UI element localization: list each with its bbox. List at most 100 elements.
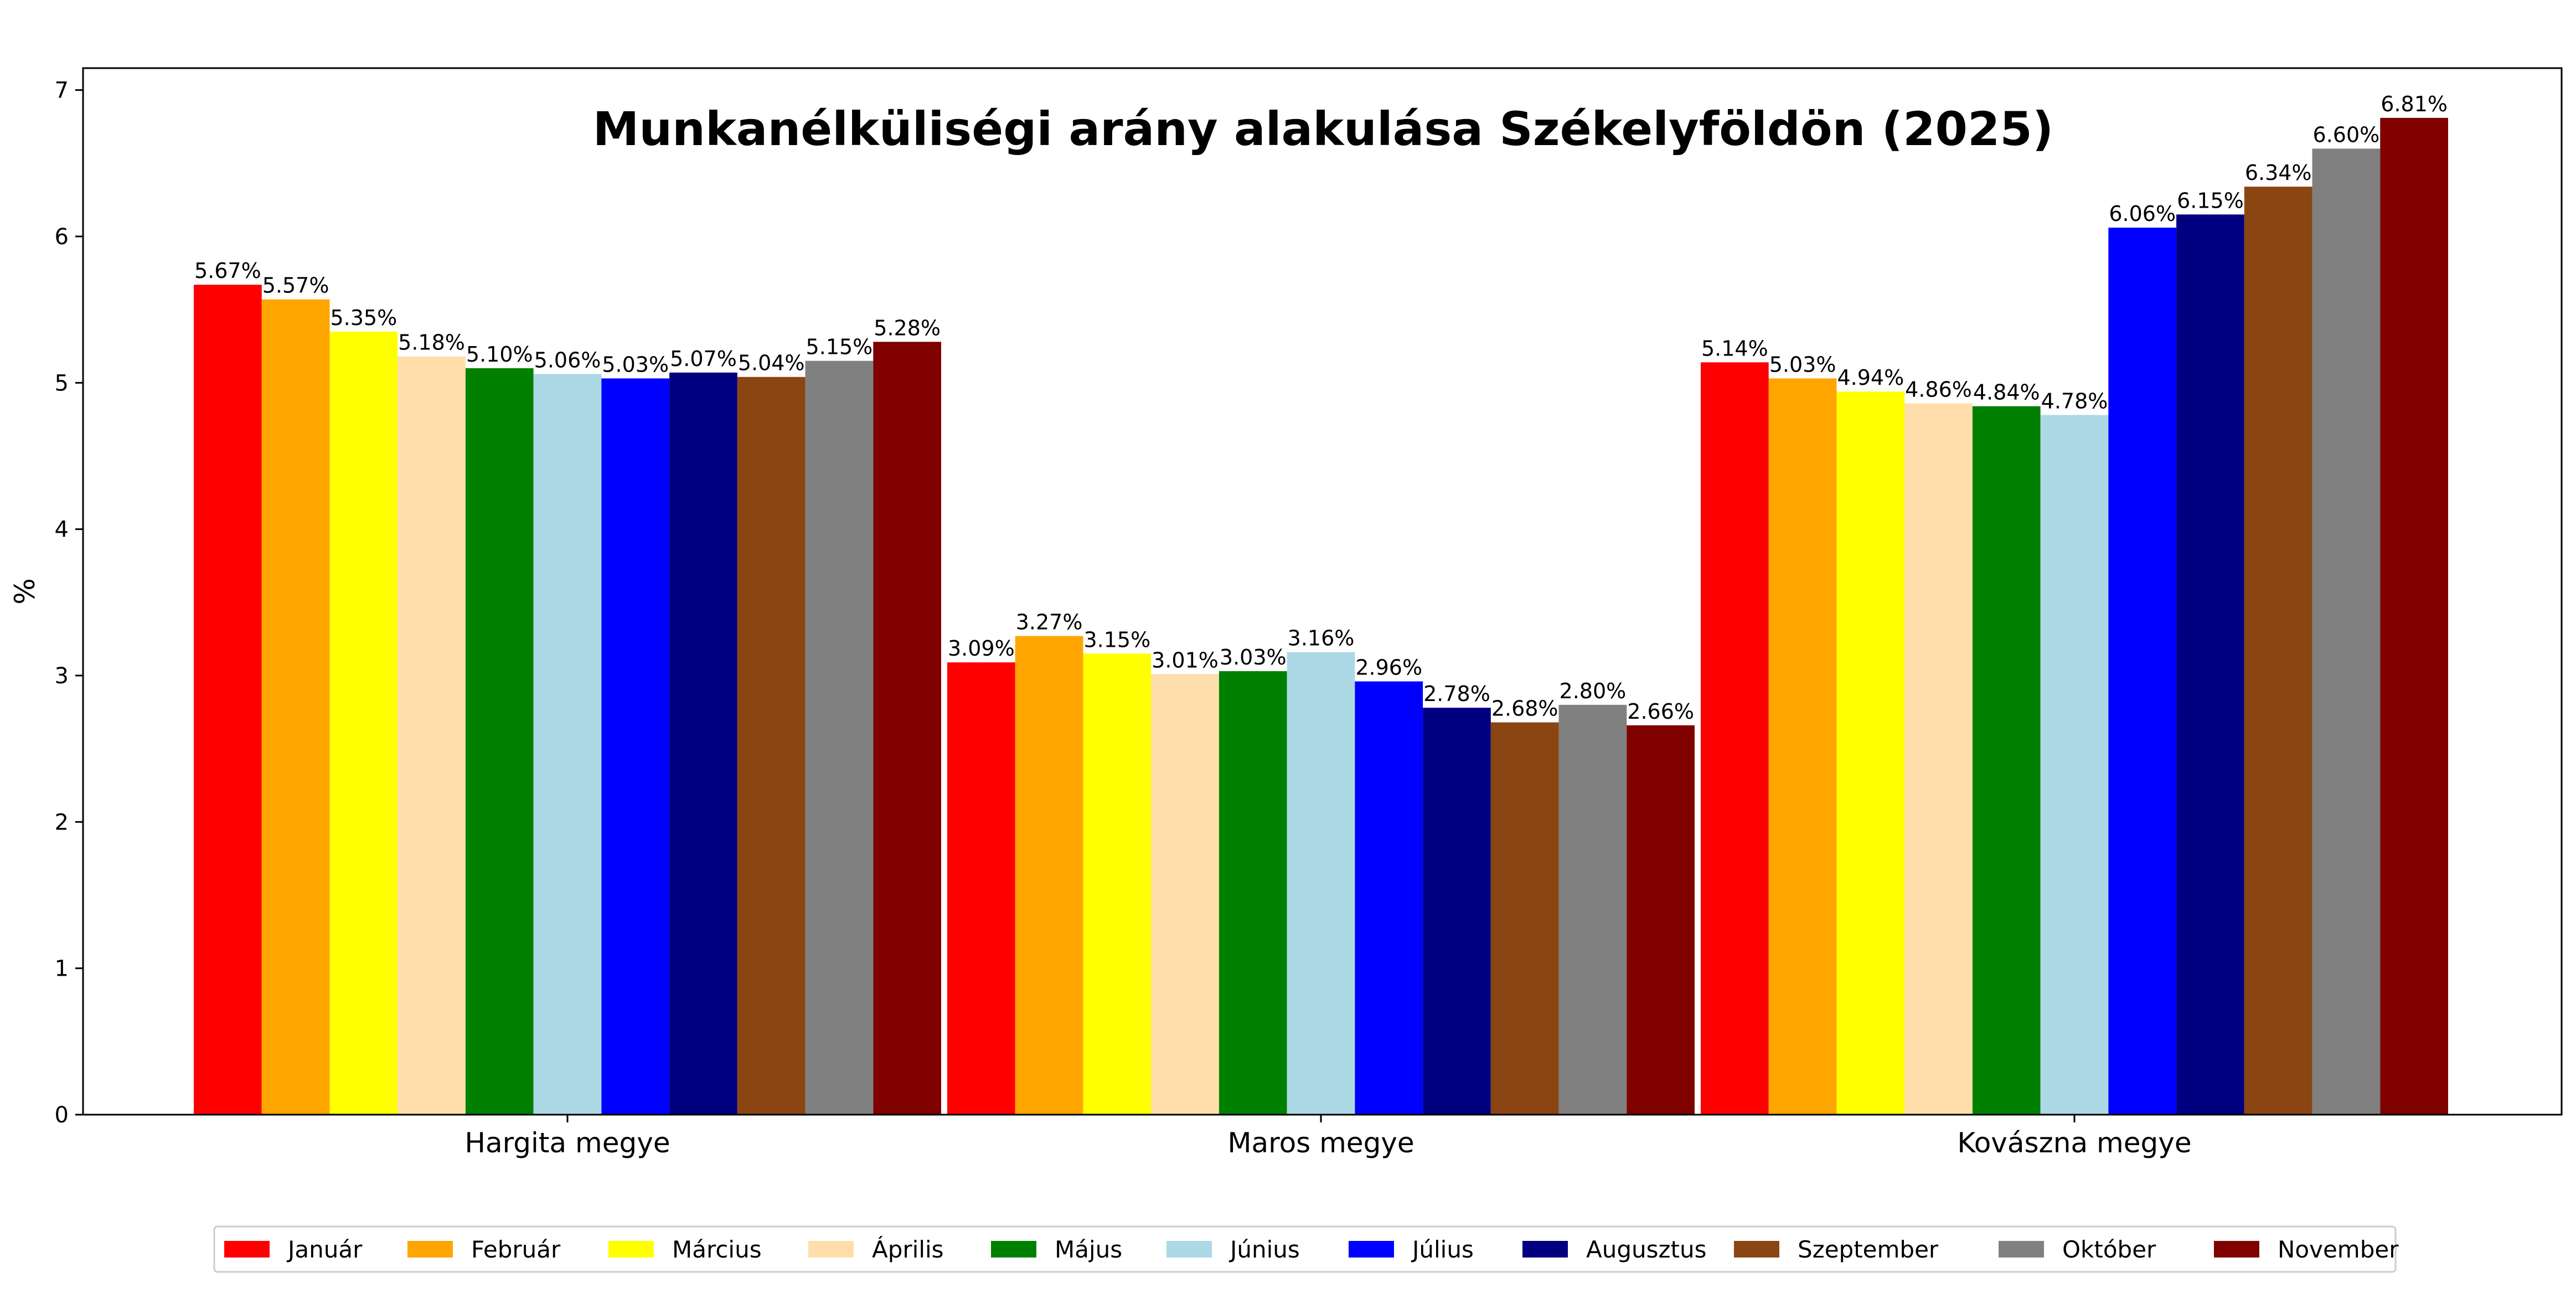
bar-november-3 [2380, 117, 2448, 1115]
legend-label: Március [672, 1236, 762, 1263]
legend-label: Április [872, 1235, 944, 1263]
bar-május-3 [1972, 406, 2041, 1115]
bar-június-3 [2040, 415, 2109, 1115]
bar-április-3 [1904, 403, 1973, 1115]
bar-január-1 [194, 285, 262, 1115]
legend-label: Augusztus [1586, 1236, 1707, 1263]
bar-szeptember-2 [1490, 722, 1559, 1115]
bar-value-label: 3.09% [948, 636, 1015, 661]
bar-value-label: 3.03% [1220, 645, 1287, 669]
bar-október-2 [1558, 704, 1627, 1115]
x-category-label: Maros megye [1227, 1127, 1414, 1159]
bar-value-label: 5.10% [466, 342, 533, 367]
y-axis: 0 1 2 3 4 5 6 7 [55, 78, 83, 1128]
bar-április-2 [1151, 674, 1219, 1115]
legend-swatch-január [224, 1241, 270, 1258]
bar-június-1 [533, 374, 602, 1115]
bar-február-3 [1768, 378, 1837, 1115]
bar-május-1 [465, 368, 534, 1115]
bar-value-label: 2.80% [1560, 679, 1627, 703]
bar-value-label: 5.07% [670, 347, 737, 371]
bar-március-2 [1083, 653, 1152, 1115]
legend-label: Június [1228, 1236, 1300, 1263]
bar-április-1 [398, 356, 466, 1115]
legend-label: Január [286, 1236, 363, 1263]
legend-swatch-október [1999, 1241, 2044, 1258]
legend-label: Szeptember [1798, 1236, 1939, 1263]
bar-szeptember-1 [737, 377, 806, 1115]
bar-március-3 [1836, 391, 1905, 1115]
bar-február-2 [1015, 636, 1083, 1115]
title-background [581, 99, 2087, 158]
y-tick-label: 2 [55, 810, 69, 835]
bar-value-label: 5.28% [874, 316, 941, 340]
y-tick-label: 0 [55, 1102, 69, 1128]
bars-layer [194, 117, 2448, 1115]
bar-március-1 [329, 331, 398, 1115]
bar-augusztus-1 [669, 372, 737, 1115]
y-axis-label: % [9, 578, 41, 605]
bar-value-label: 3.16% [1288, 626, 1355, 651]
plot-frame [82, 67, 2563, 1116]
bar-value-label: 3.27% [1016, 610, 1083, 635]
bar-június-2 [1287, 652, 1355, 1115]
bar-value-label: 2.68% [1491, 697, 1558, 721]
bar-január-2 [947, 662, 1015, 1115]
bar-value-label: 5.67% [194, 259, 261, 283]
legend-swatch-március [608, 1241, 654, 1258]
x-axis: Hargita megye Maros megye Kovászna megye [464, 1115, 2192, 1159]
bar-value-label: 2.96% [1355, 656, 1422, 680]
bar-value-label: 5.57% [262, 274, 329, 298]
legend: Január Február Március Április Május Június Jú… [213, 1225, 2399, 1273]
bar-november-2 [1627, 725, 1695, 1115]
bar-augusztus-2 [1423, 708, 1491, 1115]
bar-value-label: 6.81% [2381, 92, 2448, 116]
bar-value-label: 4.84% [1973, 380, 2040, 405]
bar-value-label: 5.03% [1769, 352, 1836, 377]
bar-július-3 [2108, 228, 2177, 1115]
legend-frame [213, 1225, 2397, 1273]
bar-július-1 [601, 378, 670, 1115]
bar-február-1 [261, 299, 330, 1115]
chart-title: Munkanélküliségi arány alakulása Székely… [593, 102, 2054, 156]
bar-value-label: 5.06% [534, 348, 601, 372]
legend-swatch-augusztus [1522, 1241, 1568, 1258]
bar-value-label: 6.34% [2245, 161, 2312, 185]
y-tick-label: 6 [55, 224, 69, 250]
bar-szeptember-3 [2244, 187, 2312, 1115]
bar-augusztus-3 [2176, 214, 2244, 1115]
legend-swatch-április [808, 1241, 854, 1258]
legend-label: Október [2062, 1236, 2156, 1263]
bar-value-label: 4.86% [1905, 377, 1972, 401]
bar-november-1 [873, 342, 941, 1115]
bar-value-label: 4.94% [1837, 365, 1904, 390]
bar-október-3 [2312, 148, 2381, 1115]
bar-value-label: 5.03% [602, 352, 669, 377]
legend-swatch-szeptember [1734, 1241, 1779, 1258]
y-tick-label: 3 [55, 663, 69, 689]
bar-május-2 [1219, 671, 1287, 1115]
legend-label: Július [1411, 1236, 1474, 1263]
data-labels-layer: 5.67%5.57%5.35%5.18% 5.10% 5.06% 5.03% 5.07%… [194, 92, 2448, 724]
bar-value-label: 3.01% [1152, 648, 1219, 672]
legend-label: November [2278, 1236, 2399, 1263]
bar-október-1 [805, 360, 874, 1115]
legend-label: Május [1055, 1236, 1122, 1263]
x-category-label: Kovászna megye [1957, 1127, 2191, 1159]
y-tick-label: 4 [55, 517, 69, 543]
bar-value-label: 5.04% [738, 351, 805, 375]
bar-value-label: 2.78% [1423, 682, 1490, 706]
bar-value-label: 3.15% [1083, 627, 1150, 652]
bar-value-label: 6.15% [2177, 188, 2244, 213]
bar-value-label: 5.14% [1701, 336, 1768, 360]
bar-július-2 [1355, 681, 1423, 1115]
bar-január-3 [1701, 362, 1769, 1115]
legend-label: Február [471, 1236, 561, 1263]
bar-value-label: 5.18% [398, 331, 465, 355]
y-tick-label: 7 [55, 78, 69, 104]
bar-value-label: 4.78% [2041, 389, 2108, 413]
bar-value-label: 2.66% [1627, 699, 1694, 724]
legend-swatch-július [1349, 1241, 1394, 1258]
y-tick-label: 1 [55, 956, 69, 982]
